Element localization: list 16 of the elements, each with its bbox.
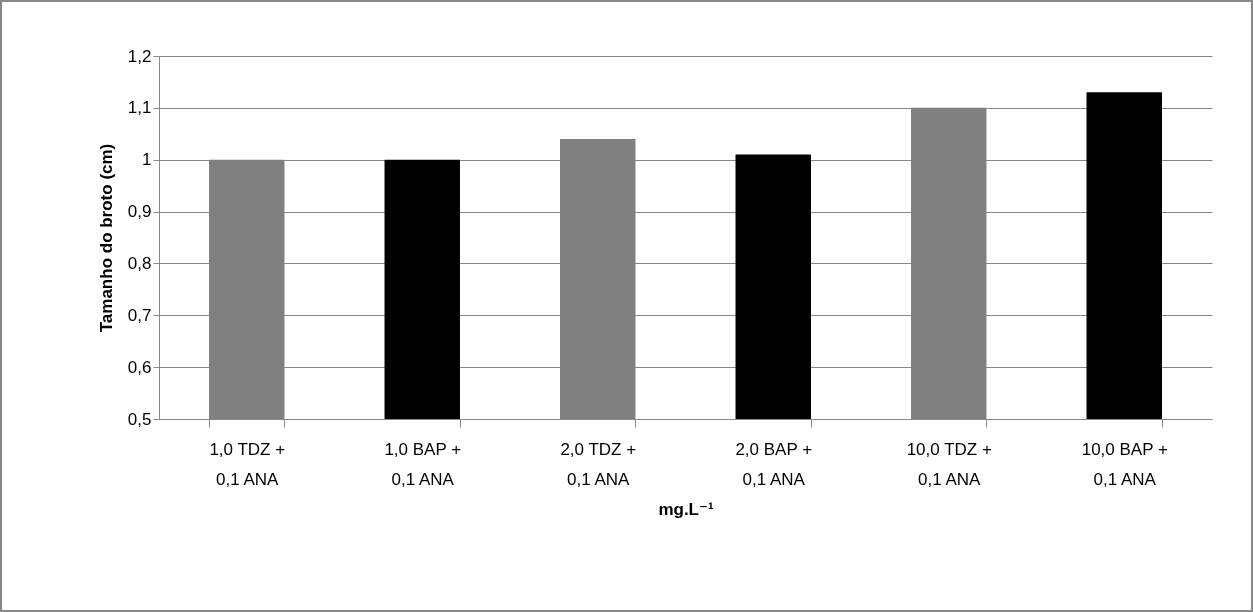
y-tick-label: 0,5 [127,409,152,429]
y-tick-label: 0,8 [127,253,152,273]
y-tick-label: 1,2 [127,46,152,66]
y-tick-label: 1,1 [127,98,152,118]
y-axis-title: Tamanho do broto (cm) [96,143,116,333]
x-tick-label: 1,0 TDZ + 0,1 ANA [209,439,286,489]
x-tick-label: 2,0 BAP + 0,1 ANA [735,439,813,489]
y-tick-label: 0,9 [127,202,152,222]
x-tick-label: 1,0 BAP + 0,1 ANA [384,439,462,489]
y-tick-label: 0,6 [127,357,152,377]
x-axis-title: mg.L⁻¹ [658,499,714,519]
x-tick-label: 10,0 BAP + 0,1 ANA [1081,439,1168,489]
x-tick-label: 10,0 TDZ + 0,1 ANA [906,439,992,489]
y-tick-label: 1 [142,150,152,170]
y-tick-label: 0,7 [127,305,152,325]
x-tick-label: 2,0 TDZ + 0,1 ANA [560,439,637,489]
